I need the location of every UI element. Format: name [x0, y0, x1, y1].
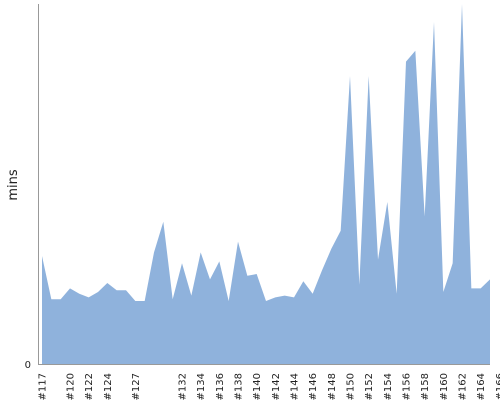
- x-tick-label: #138: [234, 373, 245, 400]
- x-tick-label: #142: [271, 373, 282, 400]
- x-tick-label: #144: [290, 373, 301, 400]
- y-tick-label: 0: [25, 360, 31, 371]
- x-ticks: #117 #120 #122 #124 #127 #132 #134 #136 #138 #140…: [38, 373, 500, 400]
- x-tick-label: #140: [252, 373, 263, 400]
- x-tick-label: #162: [458, 373, 469, 400]
- x-tick-label: #150: [346, 373, 357, 400]
- x-tick-label: #156: [402, 373, 413, 400]
- x-tick-label: #132: [178, 373, 189, 400]
- x-tick-label: #166: [495, 373, 500, 400]
- x-tick-label: #148: [327, 373, 338, 400]
- x-tick-label: #158: [420, 373, 431, 400]
- x-tick-label: #124: [103, 373, 114, 400]
- x-tick-label: #154: [383, 373, 394, 400]
- y-axis-title: mins: [6, 169, 21, 201]
- series-area: [42, 4, 490, 364]
- x-tick-label: #136: [215, 373, 226, 400]
- y-ticks: 0: [25, 360, 31, 371]
- x-tick-label: #152: [364, 373, 375, 400]
- x-tick-label: #127: [131, 373, 142, 400]
- x-tick-label: #164: [476, 373, 487, 400]
- x-tick-label: #160: [439, 373, 450, 400]
- x-tick-label: #120: [66, 373, 77, 400]
- x-tick-label: #146: [308, 373, 319, 400]
- x-tick-label: #134: [196, 373, 207, 400]
- x-tick-label: #122: [84, 373, 95, 400]
- x-tick-label: #117: [38, 373, 49, 400]
